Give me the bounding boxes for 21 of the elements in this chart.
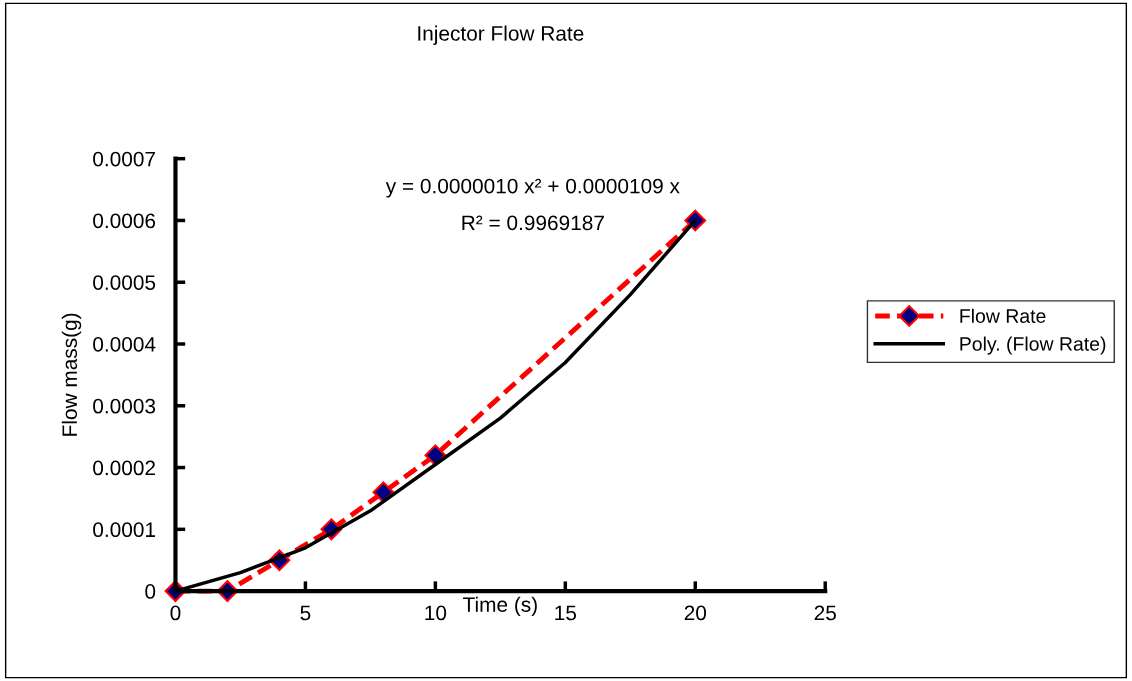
y-tick-label: 0.0003 <box>93 398 156 414</box>
x-tick-label: 10 <box>425 605 447 621</box>
legend-label: Flow Rate <box>960 308 1046 323</box>
x-tick-label: 0 <box>170 605 181 621</box>
y-tick-label: 0.0002 <box>93 460 155 476</box>
y-tick-label: 0.0005 <box>93 275 156 290</box>
annotation: y = 0.0000010 x² + 0.0000109 x <box>385 178 680 198</box>
y-tick-label: 0.0001 <box>93 522 156 538</box>
y-tick-label: 0.0006 <box>93 213 156 229</box>
annotation: R² = 0.9969187 <box>462 215 604 231</box>
y-axis-title: Flow mass(g) <box>61 313 82 436</box>
legend-label: Poly. (Flow Rate) <box>960 336 1106 355</box>
x-axis-title: Time (s) <box>463 596 537 617</box>
x-tick-label: 25 <box>814 605 836 621</box>
x-tick-label: 5 <box>300 605 311 621</box>
y-tick-label: 0.0007 <box>93 151 155 167</box>
x-tick-label: 20 <box>684 605 707 621</box>
chart-title: Injector Flow Rate <box>418 25 584 45</box>
y-tick-label: 0.0004 <box>93 337 156 352</box>
y-tick-label: 0 <box>145 584 156 599</box>
x-tick-label: 15 <box>555 605 577 621</box>
